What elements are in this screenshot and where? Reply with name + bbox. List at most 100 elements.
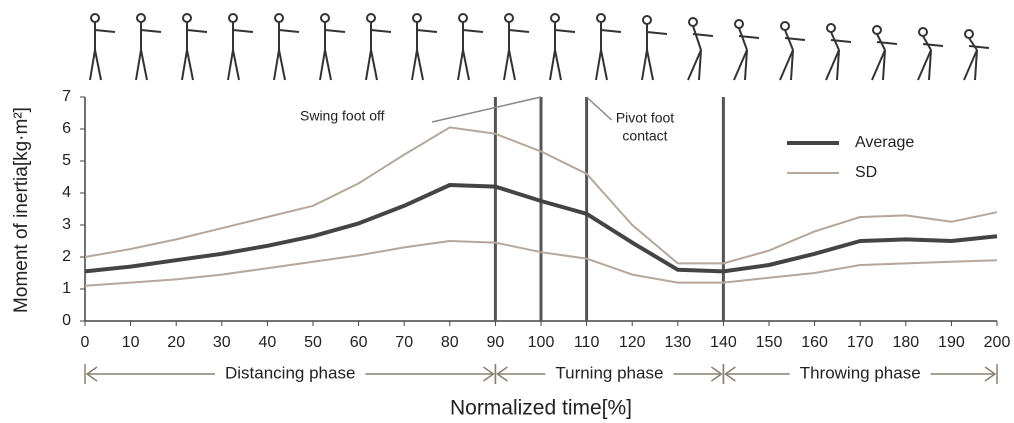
phase-label: Throwing phase [800, 363, 921, 382]
annotation: contact [622, 128, 667, 144]
y-tick-label: 5 [62, 152, 71, 169]
figure-arm [278, 29, 300, 33]
figure-arm [186, 29, 208, 33]
figure-leg [549, 49, 556, 81]
figure-leg [687, 49, 702, 81]
figure-leg [503, 49, 510, 81]
phase-arrow [496, 366, 723, 382]
x-tick-label: 60 [350, 334, 368, 351]
line [84, 183, 998, 274]
figure-leg [790, 49, 794, 81]
figure-leg [508, 49, 516, 81]
phase-arrow [724, 366, 997, 382]
x-tick-label: 130 [664, 334, 691, 351]
figure-arm [554, 29, 576, 33]
figure-arm [922, 43, 944, 47]
figure-leg [94, 49, 102, 81]
figure-arm [140, 29, 162, 33]
figure-leg [554, 49, 562, 81]
figure-head [550, 13, 560, 23]
figure-body [784, 29, 794, 51]
figure-arm [94, 29, 116, 33]
x-tick-label: 200 [984, 334, 1011, 351]
y-tick-label: 4 [62, 184, 71, 201]
figure-leg [273, 49, 280, 81]
annotation-pointer [586, 96, 613, 121]
figure-head [780, 21, 790, 31]
figure-arm [646, 31, 668, 35]
figure-leg [917, 49, 932, 81]
figure-head [642, 15, 652, 25]
figure-leg [365, 49, 372, 81]
figure-head [872, 25, 882, 35]
stick-figure [319, 13, 346, 81]
figure-leg [181, 49, 188, 81]
figure-leg [600, 49, 608, 81]
phase-label: Turning phase [555, 363, 663, 382]
x-tick-label: 190 [938, 334, 965, 351]
figure-leg [825, 49, 840, 81]
figure-head [228, 13, 238, 23]
stick-figures [89, 13, 990, 81]
figure-head [320, 13, 330, 23]
stick-figure [871, 25, 898, 81]
figure-body [692, 25, 702, 51]
x-tick-label: 30 [213, 334, 231, 351]
stick-figure [273, 13, 300, 81]
stick-figure [135, 13, 162, 81]
figure-leg [882, 49, 886, 81]
figure-arm [324, 29, 346, 33]
figure-leg [186, 49, 194, 81]
stick-figure [963, 29, 990, 81]
stick-figure [733, 19, 760, 81]
figure-arm [784, 37, 806, 41]
figure-body [922, 35, 932, 51]
figure-leg [595, 49, 602, 81]
phase-label-bg [545, 364, 674, 384]
figure-leg [462, 49, 470, 81]
sd-line [84, 126, 998, 265]
figure-leg [227, 49, 234, 81]
stick-figure [687, 17, 714, 81]
x-tick-label: 90 [487, 334, 505, 351]
y-axis-label: Moment of inertia[kg·m²] [11, 107, 32, 313]
figure-leg [974, 49, 978, 81]
figure-leg [89, 49, 96, 81]
figure-arm [738, 35, 760, 39]
figure-head [90, 13, 100, 23]
x-tick-label: 180 [892, 334, 919, 351]
figure-arm [692, 33, 714, 37]
figure-head [458, 13, 468, 23]
x-tick-label: 10 [122, 334, 140, 351]
figure-arm [416, 29, 438, 33]
x-tick-label: 40 [259, 334, 277, 351]
figure-leg [646, 49, 654, 81]
figure-leg [319, 49, 326, 81]
figure-leg [411, 49, 418, 81]
stick-figure [917, 27, 944, 81]
figure-leg [416, 49, 424, 81]
stick-figure [779, 21, 806, 81]
annotation: Swing foot off [300, 108, 385, 124]
figure-arm [370, 29, 392, 33]
figure-leg [744, 49, 748, 81]
figure-head [918, 27, 928, 37]
annotation-pointer [431, 96, 542, 123]
phase-arrow [85, 366, 495, 382]
figure-arm [232, 29, 254, 33]
stick-figure [549, 13, 576, 81]
figure-head [964, 29, 974, 39]
figure-head [366, 13, 376, 23]
figure-leg [836, 49, 840, 81]
phase-label-bg [789, 364, 931, 384]
x-tick-label: 160 [801, 334, 828, 351]
x-tick-label: 50 [304, 334, 322, 351]
stick-figure [825, 23, 852, 81]
figure-head [596, 13, 606, 23]
y-tick-label: 7 [62, 88, 71, 105]
figure-head [136, 13, 146, 23]
figure-head [826, 23, 836, 33]
annotation: Pivot foot [616, 110, 674, 126]
figure-head [412, 13, 422, 23]
